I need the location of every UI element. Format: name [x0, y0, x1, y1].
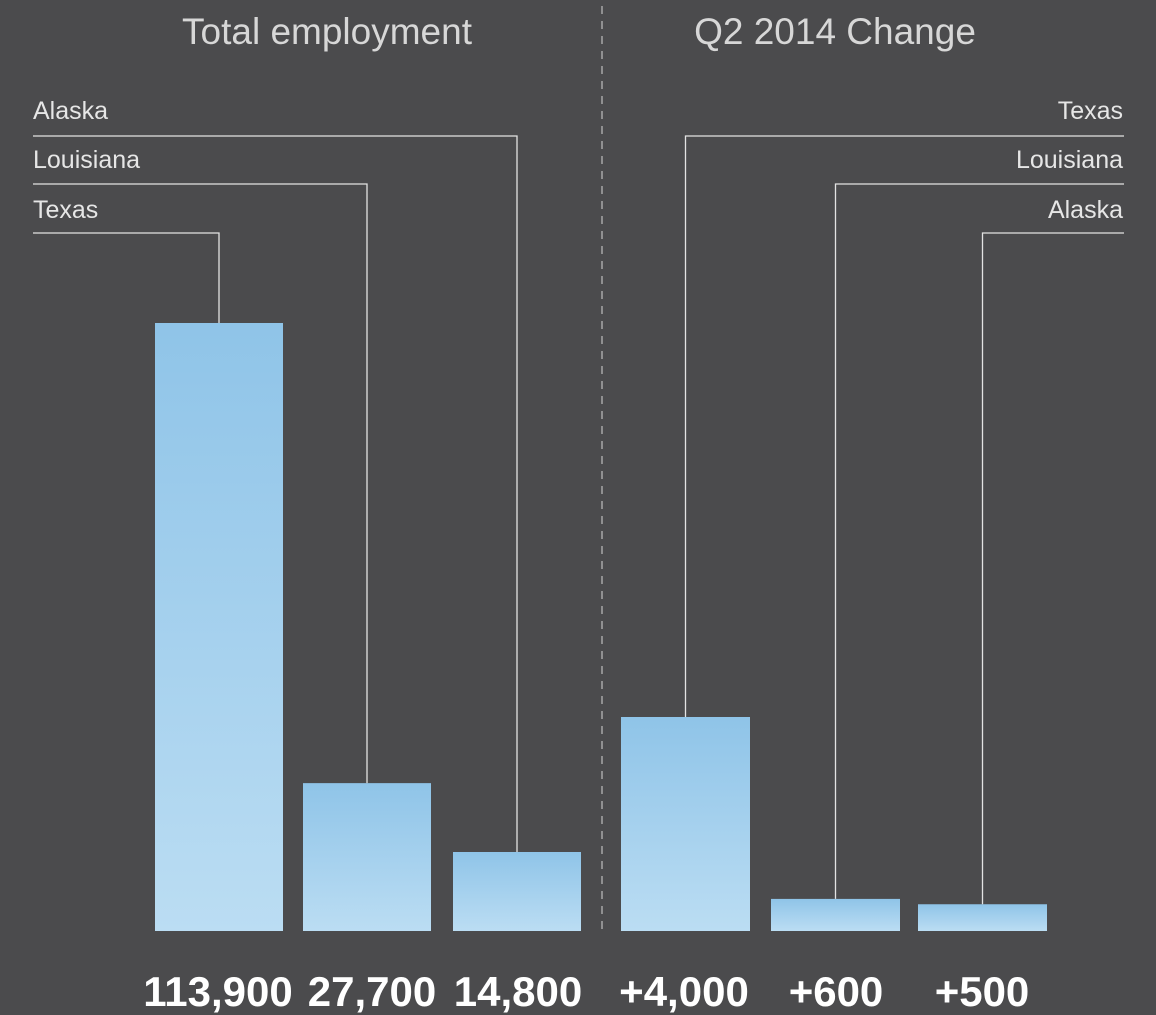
right-leader-line-louisiana	[834, 183, 1124, 899]
right-panel: Texas +4,000 Louisiana +600 Alaska +500	[619, 97, 1124, 1015]
right-bar-texas	[621, 717, 750, 931]
right-category-label-alaska: Alaska	[1048, 196, 1123, 224]
left-category-label-texas: Texas	[33, 196, 98, 224]
left-value-label-alaska: 14,800	[454, 968, 582, 1015]
left-leader-line-alaska	[33, 135, 518, 852]
left-leader-line-texas	[33, 232, 220, 323]
right-value-label-texas: +4,000	[619, 968, 749, 1015]
right-leader-line-texas	[684, 135, 1124, 717]
right-bar-alaska	[918, 904, 1047, 931]
left-value-label-texas: 113,900	[143, 968, 293, 1015]
left-category-label-louisiana: Louisiana	[33, 146, 140, 174]
left-leader-line-louisiana	[33, 183, 368, 784]
right-value-label-louisiana: +600	[789, 968, 884, 1015]
left-bar-texas	[155, 323, 283, 931]
right-category-label-louisiana: Louisiana	[1016, 146, 1123, 174]
left-bar-louisiana	[303, 783, 431, 931]
left-panel: Texas 113,900 Louisiana 27,700 Alaska 14,800	[33, 97, 582, 1015]
left-panel-title: Total employment	[182, 11, 473, 52]
right-value-label-alaska: +500	[935, 968, 1030, 1015]
left-bar-alaska	[453, 851, 581, 931]
right-panel-title: Q2 2014 Change	[694, 11, 976, 52]
right-bar-louisiana	[771, 898, 900, 931]
left-category-label-alaska: Alaska	[33, 97, 108, 125]
right-leader-line-alaska	[981, 232, 1124, 905]
right-category-label-texas: Texas	[1058, 97, 1123, 125]
left-value-label-louisiana: 27,700	[308, 968, 436, 1015]
